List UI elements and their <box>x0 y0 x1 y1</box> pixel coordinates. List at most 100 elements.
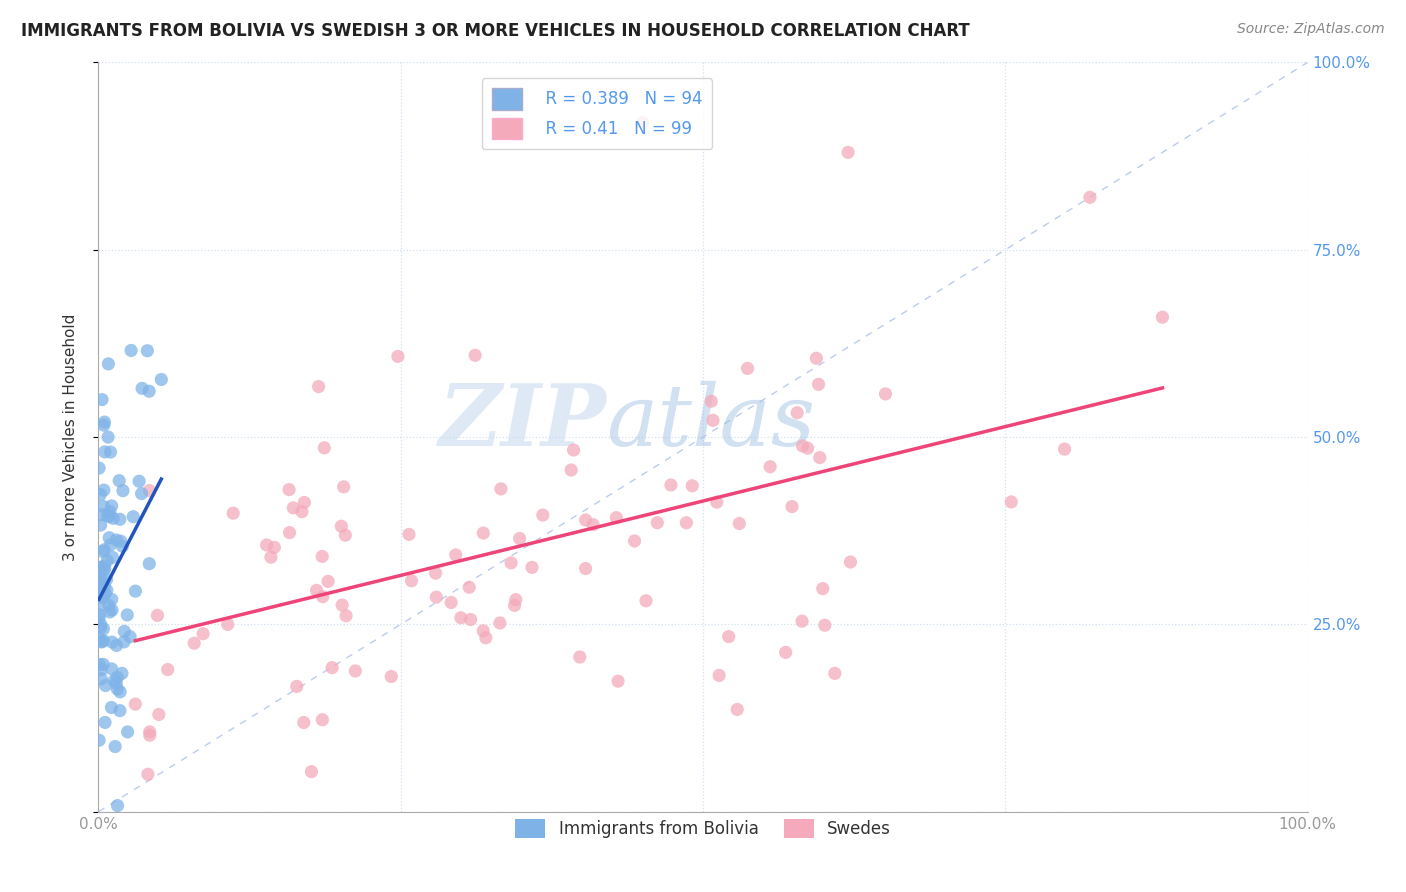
Point <box>700 394 723 409</box>
Point <box>101 635 124 649</box>
Point <box>425 590 447 604</box>
Point <box>311 549 333 564</box>
Point <box>499 556 522 570</box>
Point <box>89 585 111 599</box>
Point <box>574 561 596 575</box>
Point <box>112 624 135 639</box>
Point <box>89 583 111 598</box>
Point <box>332 480 354 494</box>
Point <box>101 511 124 525</box>
Point <box>91 657 114 672</box>
Point <box>122 509 145 524</box>
Point <box>811 582 834 596</box>
Point <box>93 542 115 557</box>
Point <box>93 415 115 429</box>
Point <box>316 574 339 589</box>
Point <box>87 632 110 646</box>
Point <box>780 500 803 514</box>
Text: atlas: atlas <box>606 381 815 464</box>
Point <box>278 525 301 540</box>
Point <box>1152 310 1174 325</box>
Point <box>124 584 146 599</box>
Point <box>138 557 160 571</box>
Point <box>806 351 828 366</box>
Point <box>89 566 111 581</box>
Point <box>607 674 630 689</box>
Point <box>90 573 112 587</box>
Point <box>489 482 512 496</box>
Point <box>790 614 813 628</box>
Point <box>96 553 118 567</box>
Point <box>562 443 585 458</box>
Point <box>285 680 308 694</box>
Point <box>108 704 131 718</box>
Point <box>97 357 120 371</box>
Point <box>96 573 118 587</box>
Point <box>105 639 128 653</box>
Point <box>139 728 162 742</box>
Point <box>387 350 409 364</box>
Point <box>90 621 112 635</box>
Point <box>702 413 724 427</box>
Point <box>560 463 582 477</box>
Point <box>87 570 110 584</box>
Point <box>91 392 114 407</box>
Point <box>631 115 654 129</box>
Point <box>647 516 669 530</box>
Point <box>111 539 134 553</box>
Point <box>335 528 357 542</box>
Point <box>117 725 139 739</box>
Point <box>311 713 333 727</box>
Point <box>97 508 120 523</box>
Point <box>108 512 131 526</box>
Point <box>531 508 554 522</box>
Point <box>464 348 486 362</box>
Point <box>737 361 759 376</box>
Point <box>107 798 129 813</box>
Point <box>104 739 127 754</box>
Point <box>675 516 697 530</box>
Point <box>575 513 598 527</box>
Point <box>505 592 527 607</box>
Point <box>89 586 111 600</box>
Point <box>101 603 124 617</box>
Point <box>824 666 846 681</box>
Point <box>292 715 315 730</box>
Point <box>568 650 591 665</box>
Point <box>839 555 862 569</box>
Point <box>260 550 283 565</box>
Point <box>475 631 498 645</box>
Point <box>875 387 897 401</box>
Text: IMMIGRANTS FROM BOLIVIA VS SWEDISH 3 OR MORE VEHICLES IN HOUSEHOLD CORRELATION C: IMMIGRANTS FROM BOLIVIA VS SWEDISH 3 OR … <box>21 22 970 40</box>
Point <box>108 685 131 699</box>
Point <box>90 560 112 574</box>
Point <box>792 439 814 453</box>
Point <box>120 343 142 358</box>
Point <box>450 611 472 625</box>
Point <box>90 634 112 648</box>
Point <box>796 441 818 455</box>
Point <box>344 664 367 678</box>
Point <box>814 618 837 632</box>
Point <box>103 673 125 688</box>
Point <box>472 624 495 638</box>
Point <box>217 617 239 632</box>
Point <box>97 430 120 444</box>
Point <box>138 724 160 739</box>
Point <box>87 611 110 625</box>
Point <box>89 573 111 587</box>
Point <box>93 483 115 497</box>
Point <box>90 663 112 677</box>
Point <box>807 377 830 392</box>
Point <box>728 516 751 531</box>
Point <box>111 666 134 681</box>
Point <box>786 406 808 420</box>
Point <box>112 635 135 649</box>
Point <box>489 615 512 630</box>
Point <box>659 478 682 492</box>
Point <box>98 605 121 619</box>
Point <box>256 538 278 552</box>
Point <box>97 599 120 613</box>
Point <box>93 500 115 514</box>
Point <box>108 474 131 488</box>
